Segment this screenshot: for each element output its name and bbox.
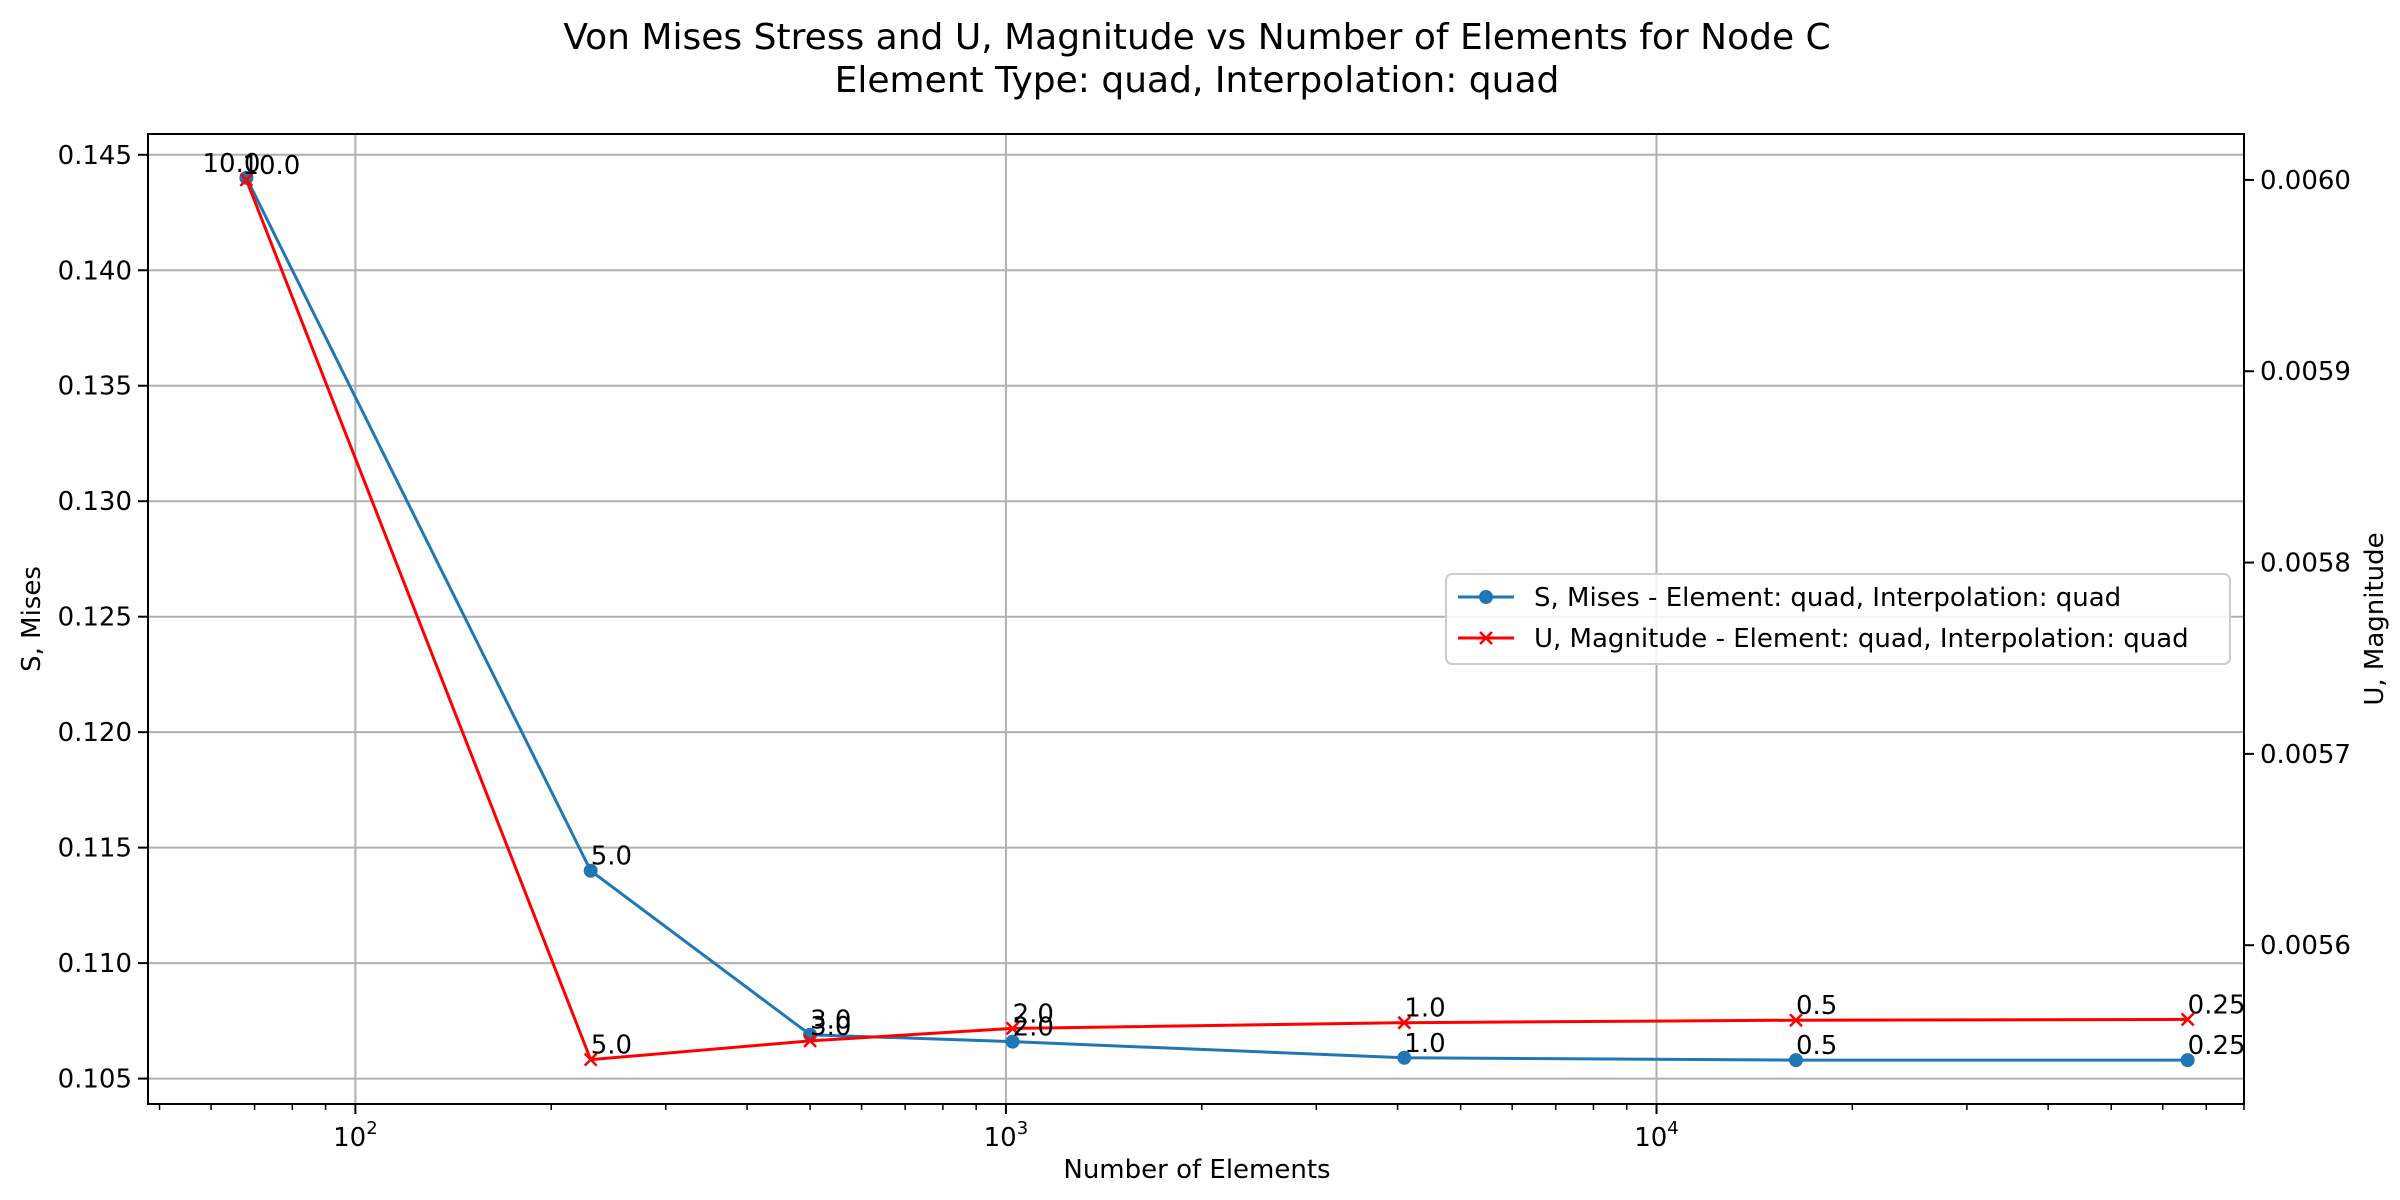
data-point-umag [803,1033,817,1048]
data-label-umag: 3.0 [810,1012,851,1042]
data-label-umag: 1.0 [1404,994,1445,1024]
data-point-umag [1397,1015,1412,1030]
left-y-tick-label: 0.145 [58,141,132,171]
data-label-mises: 2.0 [1013,1013,1054,1043]
data-point-umag [239,173,254,187]
axis-ticks: 102 103 104 0.105 0.110 0.115 0.120 0.125 0.130 0… [58,141,2351,1153]
data-point-mises [1788,1053,1803,1068]
data-point-umag [2180,1012,2195,1027]
data-point-mises [1005,1034,1020,1049]
right-y-tick-label: 0.0057 [2260,740,2351,770]
legend-marker-umag [1479,631,1493,645]
x-tick-label: 102 [333,1118,378,1153]
right-y-tick-label: 0.0058 [2260,549,2351,579]
data-point-umag [583,1052,598,1067]
right-y-tick-label: 0.0060 [2260,166,2351,196]
data-point-mises [1397,1050,1412,1065]
data-label-umag: 5.0 [591,1031,632,1061]
left-y-tick-label: 0.120 [58,718,132,748]
data-label-mises: 1.0 [1404,1029,1445,1059]
left-y-tick-label: 0.140 [58,256,132,286]
left-y-tick-label: 0.110 [58,949,132,979]
data-point-mises [2180,1053,2195,1068]
plot-frame [147,133,2245,1105]
data-label-mises: 0.25 [2188,1031,2246,1061]
data-point-umag [1789,1013,1803,1028]
chart-title-line-2: Element Type: quad, Interpolation: quad [835,60,1560,101]
chart-title-line-1: Von Mises Stress and U, Magnitude vs Num… [563,17,1830,58]
legend: S, Mises - Element: quad, Interpolation:… [1445,573,2231,665]
data-label-mises: 5.0 [591,842,632,872]
data-label-mises: 3.0 [810,1006,851,1036]
data-label-umag: 0.5 [1796,991,1837,1021]
data-point-umag [1005,1021,1020,1036]
data-point-mises [239,170,254,185]
legend-label-mises: S, Mises - Element: quad, Interpolation:… [1534,583,2121,613]
legend-box [1445,573,2231,665]
data-label-umag: 2.0 [1013,999,1054,1029]
plot-series [239,170,2195,1068]
left-y-tick-label: 0.105 [58,1065,132,1095]
legend-label-umag: U, Magnitude - Element: quad, Interpolat… [1534,624,2189,654]
data-label-umag: 0.25 [2188,990,2246,1020]
legend-marker-mises [1479,590,1493,604]
left-y-axis-label: S, Mises [17,566,47,672]
point-labels: 10.0 5.0 3.0 2.0 1.0 0.5 0.25 10.0 5.0 3.0 2.0 1.0 0… [203,149,2246,1061]
data-point-mises [583,863,598,878]
data-label-umag: 10.0 [242,151,300,181]
x-tick-label: 103 [984,1118,1029,1153]
right-y-tick-label: 0.0056 [2260,931,2351,961]
x-axis-label: Number of Elements [1063,1155,1330,1185]
right-y-tick-label: 0.0059 [2260,357,2351,387]
x-tick-label: 104 [1634,1118,1679,1153]
left-y-tick-label: 0.135 [58,372,132,402]
data-label-mises: 10.0 [203,149,261,179]
left-y-tick-label: 0.115 [58,834,132,864]
left-y-tick-label: 0.125 [58,603,132,633]
data-label-mises: 0.5 [1796,1031,1837,1061]
left-y-tick-label: 0.130 [58,487,132,517]
right-y-axis-label: U, Magnitude [2360,532,2390,705]
